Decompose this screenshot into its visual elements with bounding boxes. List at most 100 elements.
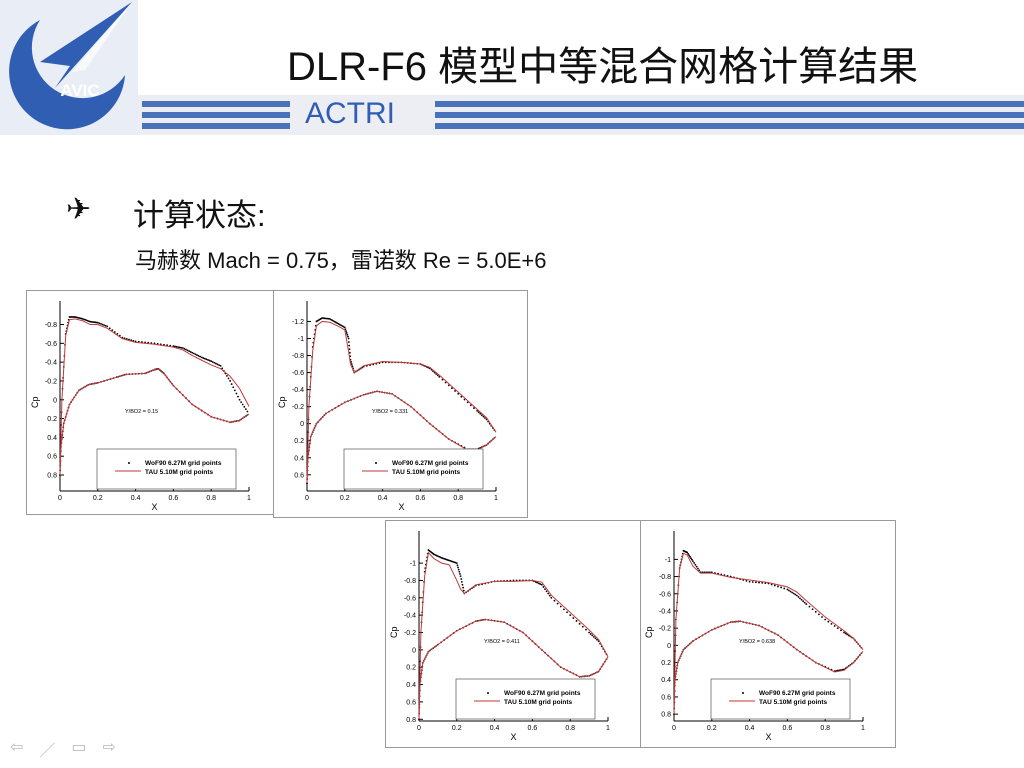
wof-upper-point [191,351,194,354]
legend-box [343,448,484,490]
wof-upper-point [758,581,760,584]
cp-chart-4: 0 0.2 0.4 0.6 0.8 1 -1 -0.8 -0.6 -0.4 -0.2 0 0.2 0.4 0… [640,520,896,748]
wof-upper-point [226,375,228,377]
y-axis-label: Cp [30,396,40,408]
legend-box [455,678,596,720]
span-annotation: Y/BO2 = 0.411 [484,639,520,645]
wof-upper-point [585,628,587,631]
wof-upper-point [444,381,447,384]
wof-upper-point [350,363,353,365]
wof-upper-point [748,580,751,583]
wof-upper-point [690,557,692,560]
y-tick-label: -0.2 [659,626,671,633]
legend-wof-marker [742,692,744,694]
flow-condition: 马赫数 Mach = 0.75，雷诺数 Re = 5.0E+6 [135,248,547,273]
wof-upper-point [688,554,691,557]
wof-upper-point [240,401,243,404]
wof-upper-point [188,350,191,353]
wof-upper-point [466,401,469,404]
wof-upper-point [447,384,450,387]
wof-upper-point [241,403,244,406]
tau-upper-line [673,552,864,715]
y-tick-label: 0 [667,643,671,650]
chart-svg: 0 0.2 0.4 0.6 0.8 1 -0.8 -0.6 -0.4 -0.2 0 0.2 0.4 0.6… [30,301,251,512]
wof-upper-point [106,325,109,328]
y-tick-label: -0.4 [292,387,304,394]
y-tick-label: 0.8 [47,473,57,480]
x-tick-label: 0.4 [131,495,141,502]
wof-upper-point [197,354,200,357]
wof-upper-point [692,560,694,562]
y-tick-label: -0.8 [404,578,416,585]
y-tick-label: -1 [665,557,671,564]
x-tick-label: 0.6 [528,725,538,732]
wof-upper-point [691,558,693,561]
wof-upper-point [596,638,598,641]
legend-wof-label: WoF90 6.27M grid points [759,690,836,697]
tau-upper-line [306,320,497,484]
legend-tau-label: TAU 5.10M grid points [504,699,573,706]
wof-upper-point [457,392,460,395]
x-tick-label: 1 [861,725,865,732]
y-tick-label: -1 [298,336,304,343]
legend-wof-label: WoF90 6.27M grid points [504,690,581,697]
y-tick-label: 0.4 [661,677,671,684]
chart-svg: 0 0.2 0.4 0.6 0.8 1 -1 -0.8 -0.6 -0.4 -0.2 0 0.2 0.4 0… [644,531,865,742]
wof-upper-point [833,625,836,627]
pen-icon[interactable]: ／ [39,743,56,760]
wof-upper-point [773,584,776,587]
wof-upper-point [473,407,475,409]
menu-icon[interactable]: ▭ [71,739,87,756]
wof-upper-point [347,335,349,338]
wof-upper-point [441,378,444,381]
wof-upper-point [476,410,478,412]
wof-upper-point [463,398,466,401]
legend-tau-label: TAU 5.10M grid points [145,469,214,476]
wof-upper-point [553,599,556,602]
slide-title: DLR-F6 模型中等混合网格计算结果 [287,45,919,89]
header-band [138,95,1024,135]
wof-upper-point [777,585,779,588]
y-tick-label: 0 [300,421,304,428]
wof-upper-point [215,362,217,365]
x-tick-label: 0 [672,725,676,732]
tau-lower-line [418,618,609,720]
wof-upper-point [459,575,462,578]
wof-upper-point [480,414,483,417]
cp-chart-1: 0 0.2 0.4 0.6 0.8 1 -0.8 -0.6 -0.4 -0.2 0 0.2 0.4 0.6… [26,290,276,515]
y-tick-label: 0.4 [47,435,57,442]
y-tick-label: 0.8 [406,717,416,724]
wof-upper-point [824,618,827,621]
y-tick-label: 0.6 [406,699,416,706]
wof-upper-point [347,341,350,343]
wof-upper-point [200,356,203,359]
legend-box [710,678,851,720]
wof-upper-point [575,620,578,622]
y-axis-label: Cp [277,396,287,408]
x-tick-label: 1 [494,495,498,502]
y-tick-label: 0.2 [661,660,671,667]
wof-upper-point [694,563,697,566]
wof-upper-point [686,551,689,554]
y-tick-label: 0 [53,397,57,404]
wof-upper-point [192,352,195,355]
y-tick-label: -0.6 [659,591,671,598]
wof-upper-point [111,329,114,332]
wof-upper-point [836,627,839,630]
wof-upper-point [459,573,461,575]
arrow-right-icon[interactable]: ⇨ [102,739,116,756]
wof-upper-point [238,398,241,401]
x-tick-label: 0 [305,495,309,502]
wof-upper-point [821,616,823,618]
wof-upper-point [462,589,465,592]
arrow-left-icon[interactable]: ⇦ [10,739,24,756]
tau-upper-line [418,551,609,720]
wof-upper-point [186,349,189,352]
wof-upper-point [569,614,572,617]
legend-tau-label: TAU 5.10M grid points [392,469,461,476]
legend-wof-marker [128,462,130,464]
tau-lower-line [59,368,250,476]
wof-upper-point [348,351,351,354]
cp-chart-2: 0 0.2 0.4 0.6 0.8 1 -1.2 -1 -0.8 -0.6 -0.4 -0.2 0 0.2… [273,290,528,518]
wof-upper-point [180,346,183,349]
